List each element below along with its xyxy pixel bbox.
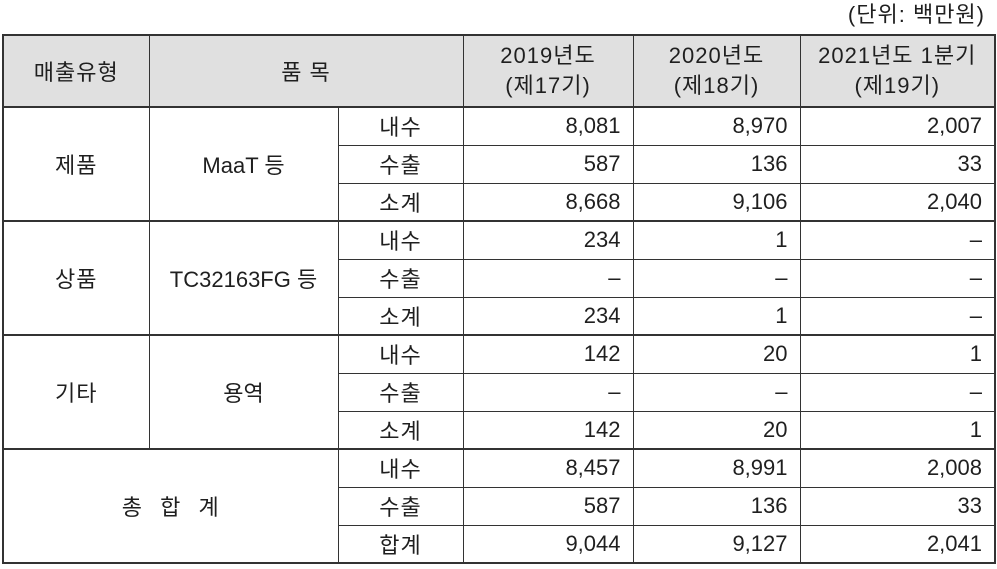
value-cell: 136 [632,144,801,184]
value-cell: 1 [799,334,996,374]
header-period-year: 2019년도 [500,43,596,68]
value-cell: – [462,372,634,412]
channel-cell: 수출 [337,372,464,412]
header-period-term: (제19기) [854,73,941,98]
header-row: 매출유형 품 목 2019년도 (제17기) 2020년도 (제18기) 202… [2,34,996,108]
value-cell: 1 [799,410,996,450]
header-period-2021q1: 2021년도 1분기 (제19기) [799,34,996,108]
grand-total-cell: 총 합 계 [2,448,339,564]
value-cell: 9,044 [462,524,634,564]
value-cell: – [799,296,996,336]
table-row: 수출 – – – [3,372,996,412]
value-cell: 20 [632,410,801,450]
channel-cell: 내수 [337,220,464,260]
sales-type-cell: 기타 [2,334,150,450]
value-cell: 2,040 [799,182,996,222]
header-sales-type: 매출유형 [2,34,150,108]
table-header: 매출유형 품 목 2019년도 (제17기) 2020년도 (제18기) 202… [2,34,996,108]
channel-cell: 소계 [337,296,464,336]
channel-cell: 내수 [337,106,464,146]
table-row: 소계 234 1 – [3,296,996,336]
value-cell: 2,041 [799,524,996,564]
value-cell: 142 [462,410,634,450]
value-cell: 8,081 [462,106,634,146]
header-period-year: 2020년도 [668,43,765,68]
header-item: 품 목 [148,34,464,108]
channel-cell: 내수 [337,334,464,374]
header-period-2019: 2019년도 (제17기) [462,34,634,108]
value-cell: 587 [462,486,634,526]
value-cell: 1 [632,220,801,260]
value-cell: 234 [462,220,634,260]
value-cell: 33 [799,486,996,526]
value-cell: – [632,258,801,298]
sales-by-type-table: 매출유형 품 목 2019년도 (제17기) 2020년도 (제18기) 202… [2,34,996,564]
value-cell: 234 [462,296,634,336]
table-body: 제품 MaaT 등 내수 8,081 8,970 2,007 수출 587 13… [2,106,996,564]
value-cell: 2,007 [799,106,996,146]
value-cell: 587 [462,144,634,184]
value-cell: 1 [632,296,801,336]
channel-cell: 소계 [337,410,464,450]
value-cell: – [632,372,801,412]
channel-cell: 내수 [337,448,464,488]
channel-cell: 소계 [337,182,464,222]
table-row: 기타 용역 내수 142 20 1 [2,334,996,450]
value-cell: 142 [462,334,634,374]
sales-type-cell: 제품 [2,106,150,222]
table-row: 수출 587 136 33 [3,486,996,526]
header-period-year: 2021년도 1분기 [818,43,977,68]
value-cell: 136 [632,486,801,526]
value-cell: – [799,258,996,298]
value-cell: 8,970 [632,106,801,146]
table-row: 합계 9,044 9,127 2,041 [3,524,996,564]
header-period-term: (제17기) [505,73,591,98]
channel-cell: 수출 [337,486,464,526]
value-cell: – [799,372,996,412]
unit-label: (단위: 백만원) [847,2,985,27]
value-cell: 8,991 [632,448,801,488]
value-cell: 8,457 [462,448,634,488]
table-row: 소계 142 20 1 [3,410,996,450]
table-row: 제품 MaaT 등 내수 8,081 8,970 2,007 [2,106,996,222]
header-period-term: (제18기) [673,73,760,98]
value-cell: 9,127 [632,524,801,564]
item-cell: MaaT 등 [148,106,339,222]
table-row: 수출 – – – [3,258,996,298]
channel-cell: 수출 [337,144,464,184]
item-cell: TC32163FG 등 [148,220,339,336]
item-cell: 용역 [148,334,339,450]
channel-cell: 수출 [337,258,464,298]
value-cell: – [799,220,996,260]
sales-type-cell: 상품 [2,220,150,336]
value-cell: 2,008 [799,448,996,488]
value-cell: 20 [632,334,801,374]
table-row: 총 합 계 내수 8,457 8,991 2,008 [2,448,996,564]
value-cell: 9,106 [632,182,801,222]
channel-cell: 합계 [337,524,464,564]
value-cell: 33 [799,144,996,184]
value-cell: 8,668 [462,182,634,222]
header-period-2020: 2020년도 (제18기) [632,34,801,108]
table-row: 상품 TC32163FG 등 내수 234 1 – [2,220,996,336]
value-cell: – [462,258,634,298]
